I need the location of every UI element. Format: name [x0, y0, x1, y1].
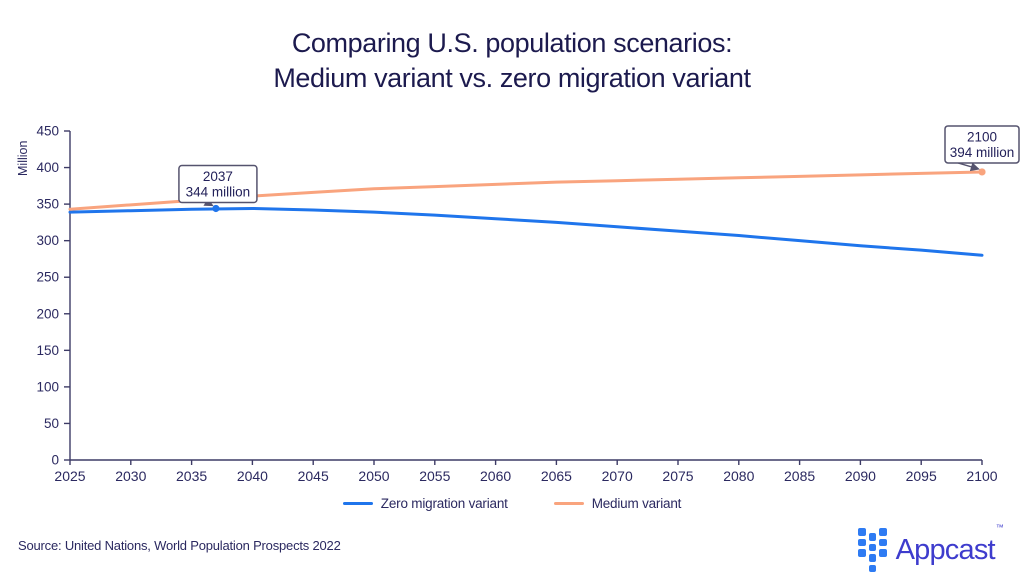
svg-text:2035: 2035 — [176, 468, 207, 484]
svg-text:50: 50 — [44, 416, 59, 431]
svg-text:300: 300 — [36, 233, 59, 248]
svg-text:344 million: 344 million — [186, 184, 251, 199]
svg-text:2100: 2100 — [967, 129, 997, 144]
chart-title-line1: Comparing U.S. population scenarios: — [291, 28, 733, 58]
svg-text:2045: 2045 — [298, 468, 329, 484]
svg-text:250: 250 — [36, 270, 59, 285]
source-note: Source: United Nations, World Population… — [18, 538, 341, 553]
svg-text:2070: 2070 — [602, 468, 633, 484]
appcast-wordmark: Appcast™ — [895, 522, 1004, 566]
svg-text:0: 0 — [51, 453, 59, 468]
legend-label-zero-migration: Zero migration variant — [380, 496, 508, 511]
svg-text:450: 450 — [36, 124, 59, 139]
svg-text:2040: 2040 — [237, 468, 268, 484]
svg-text:100: 100 — [36, 379, 59, 394]
appcast-logo: Appcast™ — [858, 522, 1004, 572]
chart-title-line2: Medium variant vs. zero migration varian… — [273, 63, 751, 93]
svg-text:350: 350 — [36, 197, 59, 212]
svg-text:2085: 2085 — [784, 468, 815, 484]
svg-text:2090: 2090 — [845, 468, 876, 484]
svg-text:2050: 2050 — [358, 468, 389, 484]
svg-text:200: 200 — [36, 306, 59, 321]
svg-text:394 million: 394 million — [950, 145, 1015, 160]
legend-label-medium-variant: Medium variant — [591, 496, 682, 511]
appcast-icon-col-right — [879, 528, 887, 557]
svg-text:2025: 2025 — [54, 468, 85, 484]
svg-text:2030: 2030 — [115, 468, 146, 484]
legend-item-medium-variant: Medium variant — [553, 496, 682, 511]
appcast-icon-col-left — [858, 528, 866, 557]
svg-text:2080: 2080 — [723, 468, 754, 484]
svg-text:2100: 2100 — [966, 468, 997, 484]
appcast-logo-icon — [858, 528, 887, 572]
svg-text:2095: 2095 — [906, 468, 937, 484]
svg-text:2075: 2075 — [662, 468, 693, 484]
svg-text:2037: 2037 — [203, 169, 233, 184]
legend-item-zero-migration-variant: Zero migration variant — [342, 496, 508, 511]
svg-text:400: 400 — [36, 160, 59, 175]
chart-title: Comparing U.S. population scenarios: Med… — [0, 26, 1024, 96]
trademark-symbol: ™ — [995, 522, 1004, 532]
zero-migration-line-swatch — [342, 501, 373, 506]
svg-text:2060: 2060 — [480, 468, 511, 484]
svg-text:2055: 2055 — [419, 468, 450, 484]
appcast-icon-col-middle — [868, 533, 877, 572]
medium-variant-line-swatch — [553, 501, 584, 506]
svg-text:Million: Million — [16, 141, 30, 176]
chart-legend: Zero migration variant Medium variant — [0, 496, 1024, 511]
svg-text:150: 150 — [36, 343, 59, 358]
svg-text:2065: 2065 — [541, 468, 572, 484]
